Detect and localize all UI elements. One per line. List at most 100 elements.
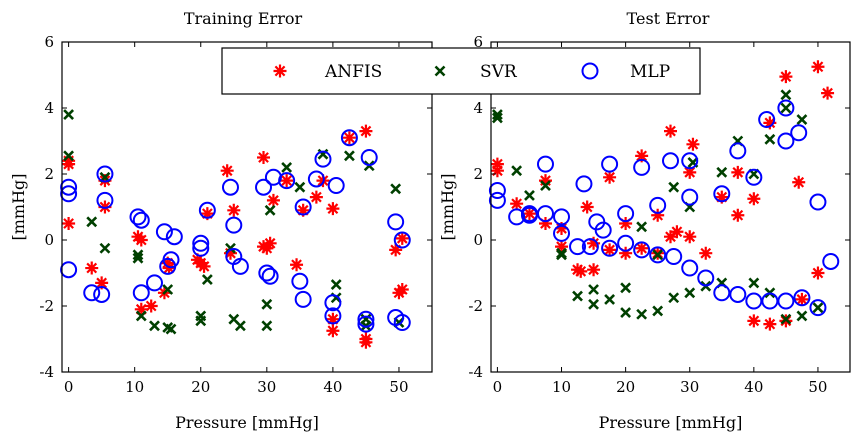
data-point-svr [201,274,213,286]
data-point-mlp [291,272,309,290]
data-point-mlp [822,252,840,270]
data-point-svr [748,277,760,289]
data-point-svr [620,307,632,319]
legend-box [221,47,701,95]
data-point-svr [63,109,75,121]
data-point-mlp [198,201,216,219]
data-point-anfis [280,174,294,188]
data-point-svr [796,114,808,125]
data-point-mlp [713,284,731,302]
series-mlp [488,99,840,317]
data-point-mlp [790,124,808,142]
data-point-svr [780,102,792,114]
data-point-svr [330,279,342,290]
test-error-panel: 0 10 20 30 40 50 -4 -2 0 2 4 6 Test Error Pressure [m… [438,9,851,432]
data-point-mlp [357,310,375,328]
data-point-anfis [538,217,552,230]
data-point-mlp [96,165,114,183]
data-point-svr [491,109,503,121]
data-point-mlp [649,246,667,264]
data-point-anfis [619,217,633,230]
y-tick-label: -4 [39,363,54,381]
data-point-svr [86,216,98,228]
legend-entry-svr: SVR [434,62,518,82]
data-point-mlp [665,248,683,265]
x-tick-label: 20 [191,378,210,396]
data-points [60,109,411,349]
data-point-anfis [763,317,777,331]
legend-label-mlp: MLP [630,62,670,82]
data-point-anfis [574,264,588,278]
data-point-anfis [257,151,271,164]
data-point-mlp [729,285,747,303]
data-point-mlp [255,178,273,196]
data-point-anfis [587,236,601,250]
data-point-mlp [393,314,411,331]
data-point-anfis [223,246,237,260]
legend-marker-anfis [273,64,287,78]
data-point-anfis [747,192,761,206]
series-mlp [60,129,411,333]
y-tick-label: -2 [468,297,483,315]
data-point-mlp [681,259,699,277]
y-tick-label: 6 [44,33,54,51]
y-tick-label: 4 [44,99,54,117]
data-point-anfis [200,207,214,221]
plot-frame [61,41,433,373]
data-point-svr [796,310,808,322]
data-point-anfis [538,174,552,188]
data-point-mlp [165,228,183,246]
data-point-svr [195,315,207,327]
data-point-mlp [617,205,635,223]
data-point-svr [668,292,680,304]
data-point-mlp [633,158,651,176]
data-point-mlp [314,150,332,168]
data-point-svr [540,180,551,191]
data-point-anfis [359,335,373,349]
data-point-mlp [594,221,612,239]
data-point-mlp [96,191,114,209]
data-point-anfis [715,190,729,204]
x-tick-label: 0 [493,378,503,396]
data-point-anfis [359,124,373,138]
x-tick-label: 40 [744,378,763,396]
data-point-svr [588,284,599,295]
legend-label-anfis: ANFIS [324,62,382,82]
data-point-anfis [326,324,340,338]
data-point-mlp [221,178,239,196]
data-point-svr [343,150,355,162]
data-point-svr [652,249,664,261]
data-point-anfis [821,86,835,100]
x-tick-label: 20 [616,378,635,396]
data-point-svr [264,204,276,216]
data-point-anfis [260,241,274,255]
data-point-anfis [664,124,677,138]
data-point-svr [132,249,144,261]
data-point-mlp [536,205,554,223]
x-axis-label: Pressure [mmHg] [175,413,319,432]
data-point-anfis [664,230,677,244]
data-point-svr [261,320,273,332]
data-point-mlp [713,185,731,203]
data-point-svr [604,293,616,305]
data-point-svr [684,287,696,299]
data-point-mlp [488,182,506,199]
data-point-mlp [132,211,150,229]
legend-entry-mlp: MLP [581,62,670,82]
data-point-anfis [699,246,713,260]
data-point-svr [716,166,728,178]
y-tick-label: -4 [468,363,483,381]
data-point-anfis [326,312,340,326]
data-point-mlp [357,315,375,333]
data-point-mlp [729,142,747,160]
data-point-mlp [601,239,619,257]
data-point-mlp [294,290,312,308]
data-point-anfis [389,243,403,257]
data-point-mlp [225,216,243,234]
x-tick-label: 30 [680,378,699,396]
data-point-mlp [192,234,210,252]
data-point-anfis [635,241,649,255]
data-point-svr [135,310,147,322]
y-axis-label: [mmHg] [438,173,457,240]
